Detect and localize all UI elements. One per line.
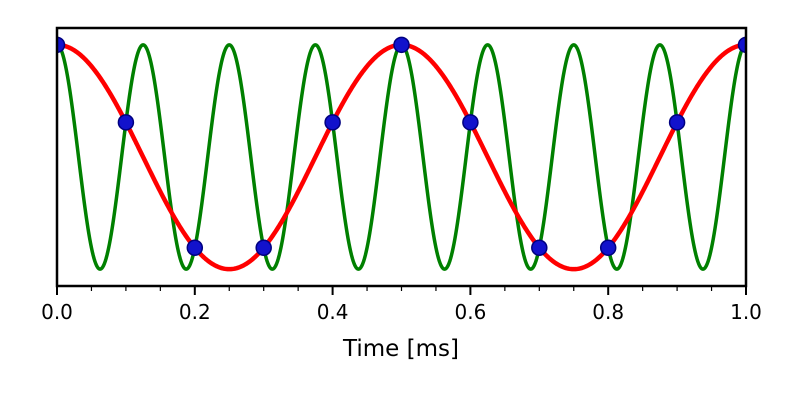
- sample-point-marker: [324, 114, 341, 131]
- x-tick-label: 1.0: [730, 300, 762, 324]
- x-tick-label: 0.6: [454, 300, 486, 324]
- sample-point-marker: [393, 36, 410, 54]
- plot-curves-layer: [57, 36, 746, 272]
- sample-point-marker: [599, 239, 617, 256]
- x-tick-label: 0.0: [41, 300, 73, 324]
- sample-point-marker: [255, 239, 272, 256]
- x-axis-label: Time [ms]: [342, 336, 459, 362]
- sample-point-marker: [57, 36, 66, 54]
- original-signal-cosine-curve: [57, 43, 746, 271]
- axes-spine-box: [55, 26, 748, 288]
- x-tick-label: 0.4: [317, 300, 349, 324]
- sample-point-marker: [531, 239, 548, 256]
- sample-point-marker: [117, 114, 135, 131]
- sample-point-marker: [186, 239, 204, 256]
- x-tick-label: 0.8: [592, 300, 624, 324]
- sample-point-marker: [668, 114, 686, 131]
- sample-point-marker: [737, 36, 746, 54]
- aliased-signal-cosine-curve: [57, 42, 746, 272]
- x-axis-ticks: [56, 286, 747, 295]
- sample-point-marker: [462, 114, 479, 131]
- x-tick-label: 0.2: [179, 300, 211, 324]
- x-axis-tick-labels: 0.0 0.2 0.4 0.6 0.8 1.0: [41, 300, 762, 324]
